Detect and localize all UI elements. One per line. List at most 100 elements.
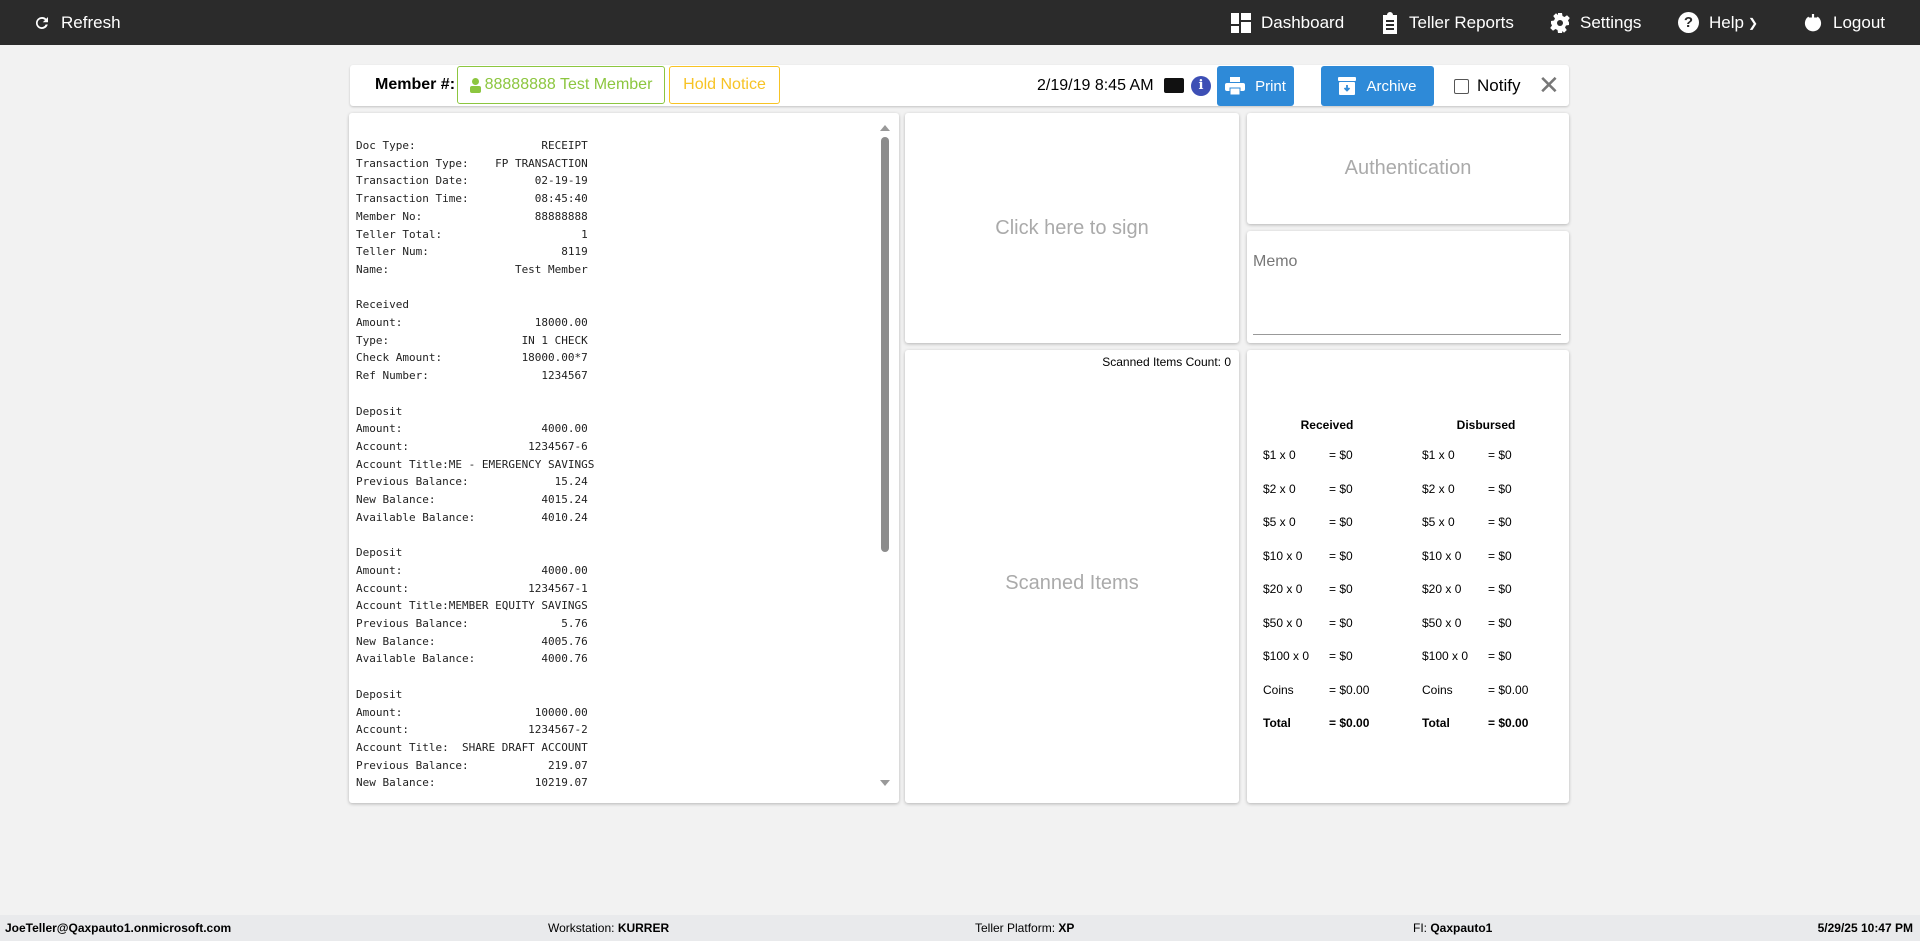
receipt-line: Previous Balance: 5.76: [356, 616, 588, 630]
received-denomination: Coins: [1263, 682, 1294, 697]
dashboard-label: Dashboard: [1261, 12, 1345, 32]
receipt-line: Available Balance: 4010.24: [356, 510, 588, 524]
disbursed-header: Disbursed: [1456, 418, 1516, 432]
receipt-line: Amount: 10000.00: [356, 705, 588, 719]
receipt-line: Amount: 18000.00: [356, 316, 588, 330]
disbursed-amount: = $0.00: [1488, 716, 1529, 730]
teller-reports-link[interactable]: Teller Reports: [1381, 0, 1514, 45]
footer-fi: FI: Qaxpauto1: [1413, 921, 1492, 935]
signature-pad[interactable]: Click here to sign: [905, 113, 1239, 343]
fi-label: FI:: [1413, 921, 1427, 935]
received-denomination: $100 x 0: [1263, 649, 1310, 663]
received-denomination: $5 x 0: [1263, 515, 1296, 529]
scrollbar-thumb[interactable]: [881, 137, 889, 552]
received-denomination: $2 x 0: [1263, 481, 1296, 496]
receipt-line: Teller Num: 8119: [356, 245, 588, 259]
received-amount: = $0: [1329, 548, 1353, 563]
receipt-line: Ref Number: 1234567: [356, 369, 588, 383]
clipboard-icon: [1383, 11, 1397, 34]
memo-label: Memo: [1253, 253, 1298, 270]
chevron-down-icon: ❯: [1747, 15, 1759, 30]
fi-value: Qaxpauto1: [1430, 921, 1493, 935]
receipt-line: Member No: 88888888: [356, 209, 588, 223]
disbursed-amount: = $0: [1488, 615, 1512, 630]
received-amount: = $0: [1329, 448, 1353, 462]
close-icon[interactable]: ✕: [1538, 70, 1560, 100]
hold-notice-button[interactable]: Hold Notice: [669, 66, 780, 104]
disbursed-amount: = $0: [1488, 448, 1512, 462]
receipt-line: Received: [356, 298, 409, 312]
archive-button[interactable]: Archive: [1321, 66, 1434, 106]
receipt-line: Account: 1234567-6: [356, 439, 588, 453]
disbursed-denomination: $2 x 0: [1422, 481, 1455, 496]
receipt-line: Check Amount: 18000.00*7: [356, 351, 588, 365]
authentication-panel[interactable]: Authentication: [1247, 113, 1569, 224]
disbursed-denomination: Coins: [1422, 682, 1453, 697]
received-amount: = $0.00: [1329, 682, 1370, 697]
power-icon: [1804, 13, 1822, 31]
print-button[interactable]: Print: [1217, 66, 1294, 106]
logout-button[interactable]: Logout: [1803, 0, 1885, 45]
received-amount: = $0: [1329, 515, 1353, 529]
footer-datetime: 5/29/25 10:47 PM: [1817, 921, 1913, 935]
notify-label: Notify: [1477, 76, 1521, 95]
info-icon[interactable]: i: [1191, 76, 1211, 96]
settings-link[interactable]: Settings: [1550, 0, 1641, 45]
receipt-line: Transaction Time: 08:45:40: [356, 192, 588, 206]
disbursed-denomination: $50 x 0: [1422, 615, 1462, 630]
received-denomination: $50 x 0: [1263, 615, 1303, 630]
platform-label: Teller Platform:: [975, 921, 1056, 935]
checkbox-icon[interactable]: [1454, 78, 1469, 94]
receipt-line: Amount: 4000.00: [356, 563, 588, 577]
footer-workstation: Workstation: KURRER: [548, 921, 669, 935]
received-denomination: $10 x 0: [1263, 548, 1303, 563]
sign-prompt: Click here to sign: [995, 217, 1149, 239]
help-label: Help: [1709, 12, 1744, 32]
member-header: Member #: 88888888 Test Member Hold Noti…: [350, 65, 1569, 106]
receipt-line: Account Title:MEMBER EQUITY SAVINGS: [356, 599, 588, 613]
scroll-down-arrow[interactable]: [880, 780, 890, 786]
scanned-items-label: Scanned Items: [1005, 572, 1139, 594]
disbursed-denomination: Total: [1422, 716, 1450, 730]
memo-panel: Memo: [1247, 231, 1569, 343]
user-icon: [469, 77, 481, 93]
received-amount: = $0: [1329, 649, 1353, 663]
received-amount: = $0: [1329, 615, 1353, 630]
received-denomination: Total: [1263, 716, 1291, 730]
disbursed-amount: = $0: [1488, 548, 1512, 563]
receipt-line: Teller Total: 1: [356, 227, 588, 241]
disbursed-amount: = $0: [1488, 515, 1512, 529]
member-button[interactable]: 88888888 Test Member: [457, 66, 665, 104]
archive-label: Archive: [1366, 77, 1417, 95]
received-denomination: $1 x 0: [1263, 448, 1296, 462]
keyboard-icon[interactable]: [1164, 78, 1184, 93]
refresh-label: Refresh: [61, 12, 121, 32]
receipt-line: [356, 526, 594, 544]
authentication-label: Authentication: [1344, 157, 1472, 179]
notify-checkbox[interactable]: Notify: [1454, 76, 1520, 96]
workstation-label: Workstation:: [548, 921, 615, 935]
receipt-line: Account Title:ME - EMERGENCY SAVINGS: [356, 457, 595, 471]
help-menu[interactable]: ? Help ❯: [1678, 0, 1758, 45]
receipt-line: Previous Balance: 15.24: [356, 475, 588, 489]
status-footer: JoeTeller@Qaxpauto1.onmicrosoft.com Work…: [0, 915, 1920, 941]
printer-icon: [1225, 77, 1246, 95]
receipt-text: Doc Type: RECEIPT Transaction Type: FP TR…: [356, 137, 594, 792]
scanned-items-count: Scanned Items Count: 0: [1102, 355, 1231, 369]
dashboard-icon: [1231, 12, 1251, 33]
logout-label: Logout: [1833, 12, 1885, 32]
receipt-line: Amount: 4000.00: [356, 422, 588, 436]
scroll-up-arrow[interactable]: [880, 125, 890, 131]
dashboard-link[interactable]: Dashboard: [1231, 0, 1344, 45]
memo-input[interactable]: [1253, 315, 1561, 335]
receipt-line: Account: 1234567-1: [356, 581, 588, 595]
receipt-line: Type: IN 1 CHECK: [356, 333, 588, 347]
disbursed-denomination: $10 x 0: [1422, 548, 1462, 563]
received-denomination: $20 x 0: [1263, 582, 1303, 596]
receipt-line: New Balance: 10219.07: [356, 776, 588, 790]
disbursed-amount: = $0: [1488, 649, 1512, 663]
receipt-line: [356, 668, 594, 686]
refresh-button[interactable]: Refresh: [33, 0, 121, 45]
cash-summary-panel: Received $1 x 0 = $0 $2 x 0 = $0 $5 x 0 = $0 $1…: [1247, 350, 1569, 803]
received-amount: = $0.00: [1329, 716, 1370, 730]
